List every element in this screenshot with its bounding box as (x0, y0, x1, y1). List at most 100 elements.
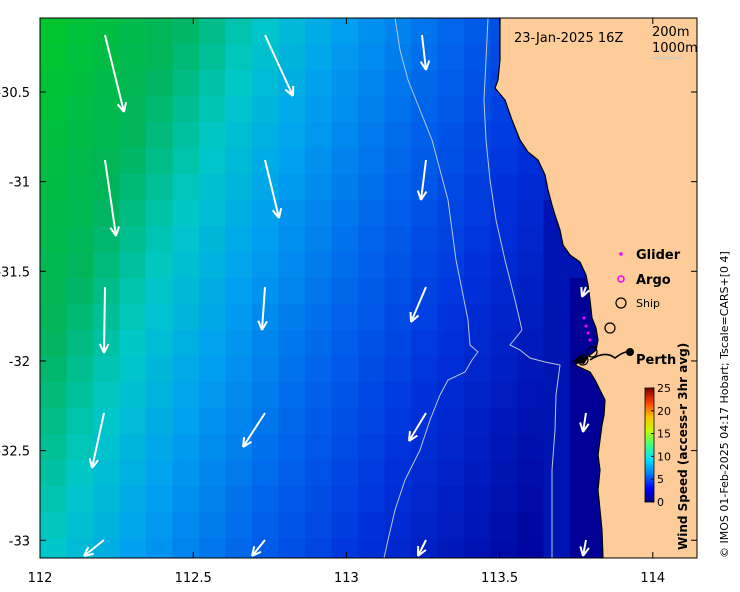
wind-cell (66, 486, 94, 513)
wind-cell (172, 408, 200, 435)
ship-marker-2 (586, 346, 598, 358)
wind-cell (119, 304, 147, 331)
wind-cell (199, 408, 227, 435)
wind-cell (172, 200, 200, 227)
wind-cell (66, 460, 94, 487)
wind-arrow-head (420, 191, 428, 201)
wind-cell (225, 382, 253, 409)
wind-cell (331, 382, 359, 409)
wind-cell (490, 226, 518, 253)
wind-cell (490, 330, 518, 357)
wind-cell (172, 174, 200, 201)
wind-cell (384, 252, 412, 279)
wind-cell (93, 200, 121, 227)
wind-cell (66, 434, 94, 461)
wind-cell (146, 96, 174, 123)
wind-cell (358, 18, 386, 45)
wind-cell (119, 226, 147, 253)
y-tick-label: -30.5 (0, 86, 30, 101)
wind-cell (66, 70, 94, 97)
x-tick-label: 112 (28, 571, 53, 586)
wind-cell (331, 174, 359, 201)
wind-cell (66, 304, 94, 331)
wind-cell (199, 356, 227, 383)
plot-frame (39, 17, 698, 559)
colorbar-tick-label: 0 (657, 496, 664, 509)
wind-cell (411, 486, 439, 513)
wind-cell (119, 174, 147, 201)
wind-cell (464, 434, 492, 461)
wind-cell (464, 460, 492, 487)
wind-cell (384, 356, 412, 383)
wind-cell (517, 174, 545, 201)
wind-cell (305, 278, 333, 305)
wind-cell (384, 96, 412, 123)
wind-cell (570, 486, 598, 513)
wind-cell (384, 382, 412, 409)
wind-arrow-head (271, 209, 280, 219)
wind-arrow-head (88, 458, 93, 469)
wind-cell (543, 330, 571, 357)
wind-cell (66, 382, 94, 409)
wind-cell (119, 408, 147, 435)
wind-arrow-head (425, 60, 431, 71)
wind-cell (358, 44, 386, 71)
wind-cell (278, 148, 306, 175)
wind-cell (40, 330, 68, 357)
wind-cell (146, 460, 174, 487)
wind-arrow-head (83, 552, 94, 557)
wind-cell (146, 408, 174, 435)
wind-cell (464, 122, 492, 149)
wind-cell (384, 200, 412, 227)
wind-arrow (264, 34, 294, 97)
wind-cell (66, 96, 94, 123)
wind-cell (172, 538, 200, 558)
wind-cell (252, 382, 280, 409)
wind-cell (93, 460, 121, 487)
wind-cell (437, 96, 465, 123)
wind-arrow (242, 412, 266, 448)
wind-arrow-head (251, 546, 256, 557)
contour-label-200m: 200m (652, 25, 689, 40)
wind-cell (119, 330, 147, 357)
wind-cell (119, 18, 147, 45)
wind-cell (172, 434, 200, 461)
colorbar-tick-label: 25 (657, 382, 671, 395)
wind-cell (490, 408, 518, 435)
colorbar-tick-label: 15 (657, 428, 671, 441)
wind-cell (40, 382, 68, 409)
wind-cell (331, 96, 359, 123)
credit-text: © IMOS 01-Feb-2025 04:17 Hobart; Tscale=… (718, 251, 731, 558)
wind-cell (517, 408, 545, 435)
wind-cell (252, 122, 280, 149)
wind-arrow-head (115, 226, 120, 237)
wind-arrow (261, 286, 266, 331)
wind-arrow-head (109, 227, 117, 237)
wind-cell (411, 330, 439, 357)
wind-cell (66, 226, 94, 253)
wind-cell (225, 70, 253, 97)
wind-cell (252, 18, 280, 45)
wind-cell (358, 330, 386, 357)
wind-cell (464, 70, 492, 97)
wind-cell (490, 304, 518, 331)
wind-cell (437, 460, 465, 487)
wind-cell (252, 408, 280, 435)
wind-cell (252, 486, 280, 513)
wind-arrow-head (579, 546, 584, 557)
wind-cell (146, 486, 174, 513)
wind-cell (146, 70, 174, 97)
rottnest-island (572, 356, 588, 364)
wind-arrow (417, 539, 427, 557)
wind-cell (490, 538, 518, 558)
wind-cell (252, 226, 280, 253)
wind-cell (93, 174, 121, 201)
wind-cell (411, 356, 439, 383)
wind-cell (305, 356, 333, 383)
wind-cell (225, 226, 253, 253)
x-tick-label: 112.5 (175, 571, 212, 586)
wind-cell (199, 382, 227, 409)
wind-cell (358, 252, 386, 279)
wind-cell (66, 122, 94, 149)
wind-cell (278, 512, 306, 539)
